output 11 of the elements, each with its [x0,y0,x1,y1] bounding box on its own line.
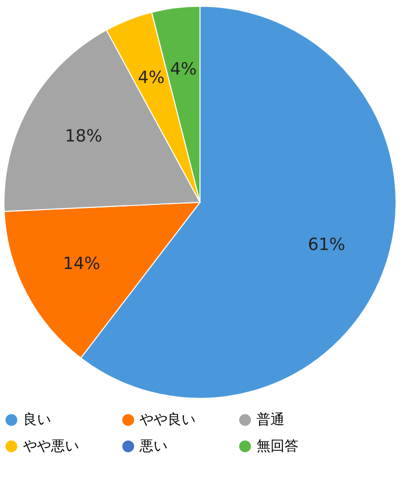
legend-label: 普通 [256,410,284,428]
data-label: 18% [64,126,102,146]
data-label: 4% [170,58,197,79]
data-label: 4% [138,66,165,87]
legend-label: 無回答 [256,438,298,454]
legend-label: 良い [22,412,51,428]
legend-label: やや悪い [22,438,79,454]
data-label: 61% [308,234,346,254]
data-label: 14% [62,253,100,274]
legend-label: やや良い [140,412,196,428]
legend-label: 悪い [138,438,168,454]
